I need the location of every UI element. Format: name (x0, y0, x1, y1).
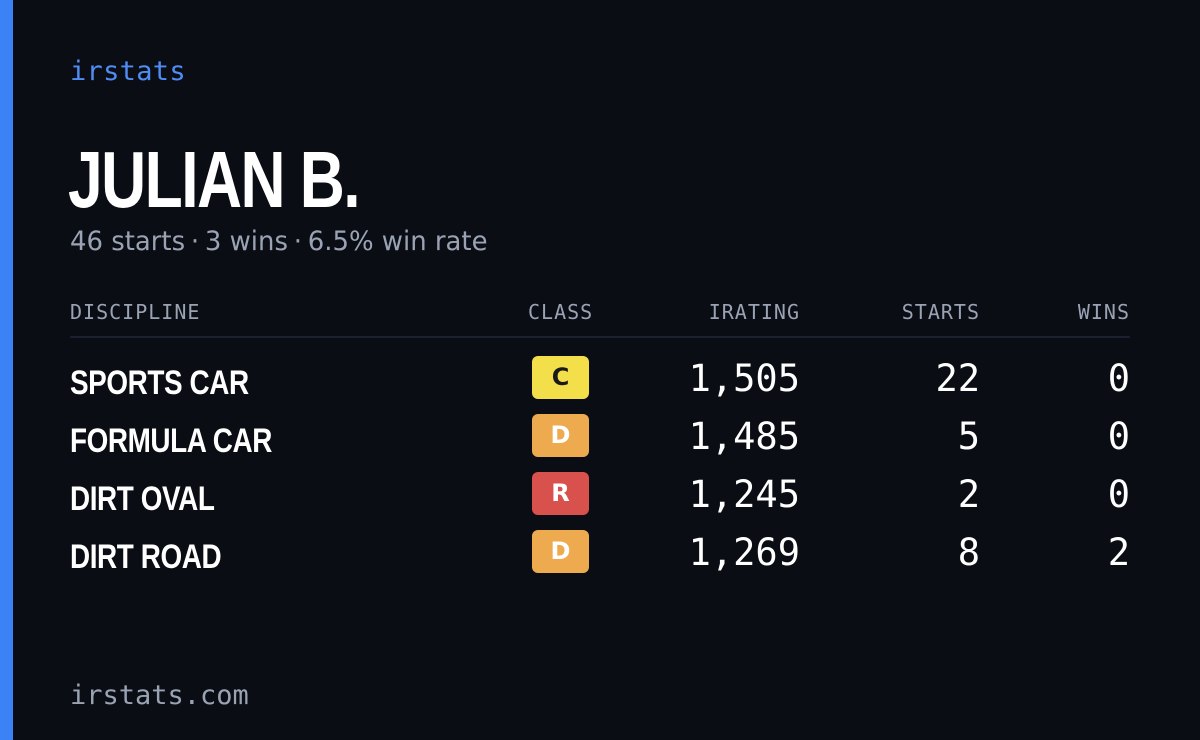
summary-separator: · (190, 226, 200, 257)
summary-starts: 46 starts (70, 226, 186, 257)
summary-win-rate: 6.5% win rate (307, 226, 488, 257)
summary-wins: 3 wins (204, 226, 288, 257)
table-row: DIRT ROAD D 1,269 8 2 (70, 526, 1130, 584)
starts-value: 8 (957, 531, 980, 574)
footer-url[interactable]: irstats.com (70, 680, 249, 711)
driver-summary: 46 starts · 3 wins · 6.5% win rate (70, 226, 488, 257)
discipline-name: DIRT ROAD (70, 538, 222, 576)
discipline-name: DIRT OVAL (70, 480, 215, 518)
class-badge: D (532, 530, 589, 573)
table-row: SPORTS CAR C 1,505 22 0 (70, 352, 1130, 410)
class-badge: R (532, 472, 589, 515)
header-discipline: DISCIPLINE (70, 300, 201, 324)
header-class: CLASS (528, 300, 594, 324)
table-row: FORMULA CAR D 1,485 5 0 (70, 410, 1130, 468)
irating-value: 1,245 (688, 473, 800, 516)
discipline-table: DISCIPLINE CLASS IRATING STARTS WINS SPO… (70, 296, 1130, 584)
wins-value: 0 (1107, 357, 1130, 400)
class-badge: C (532, 356, 589, 399)
brand-logo: irstats (70, 56, 186, 87)
starts-value: 22 (935, 357, 980, 400)
discipline-name: FORMULA CAR (70, 422, 272, 460)
wins-value: 2 (1107, 531, 1130, 574)
starts-value: 2 (957, 473, 980, 516)
discipline-name: SPORTS CAR (70, 364, 249, 402)
irating-value: 1,269 (688, 531, 800, 574)
table-header: DISCIPLINE CLASS IRATING STARTS WINS (70, 296, 1130, 338)
table-body: SPORTS CAR C 1,505 22 0 FORMULA CAR D 1,… (70, 338, 1130, 584)
table-row: DIRT OVAL R 1,245 2 0 (70, 468, 1130, 526)
header-wins: WINS (1077, 300, 1130, 324)
irating-value: 1,485 (688, 415, 800, 458)
header-starts: STARTS (901, 300, 980, 324)
starts-value: 5 (957, 415, 980, 458)
summary-separator: · (293, 226, 302, 257)
header-irating: IRATING (708, 300, 800, 324)
class-badge: D (532, 414, 589, 457)
irating-value: 1,505 (688, 357, 800, 400)
accent-bar (0, 0, 13, 740)
wins-value: 0 (1107, 473, 1130, 516)
driver-name: JULIAN B. (68, 135, 361, 224)
wins-value: 0 (1107, 415, 1130, 458)
